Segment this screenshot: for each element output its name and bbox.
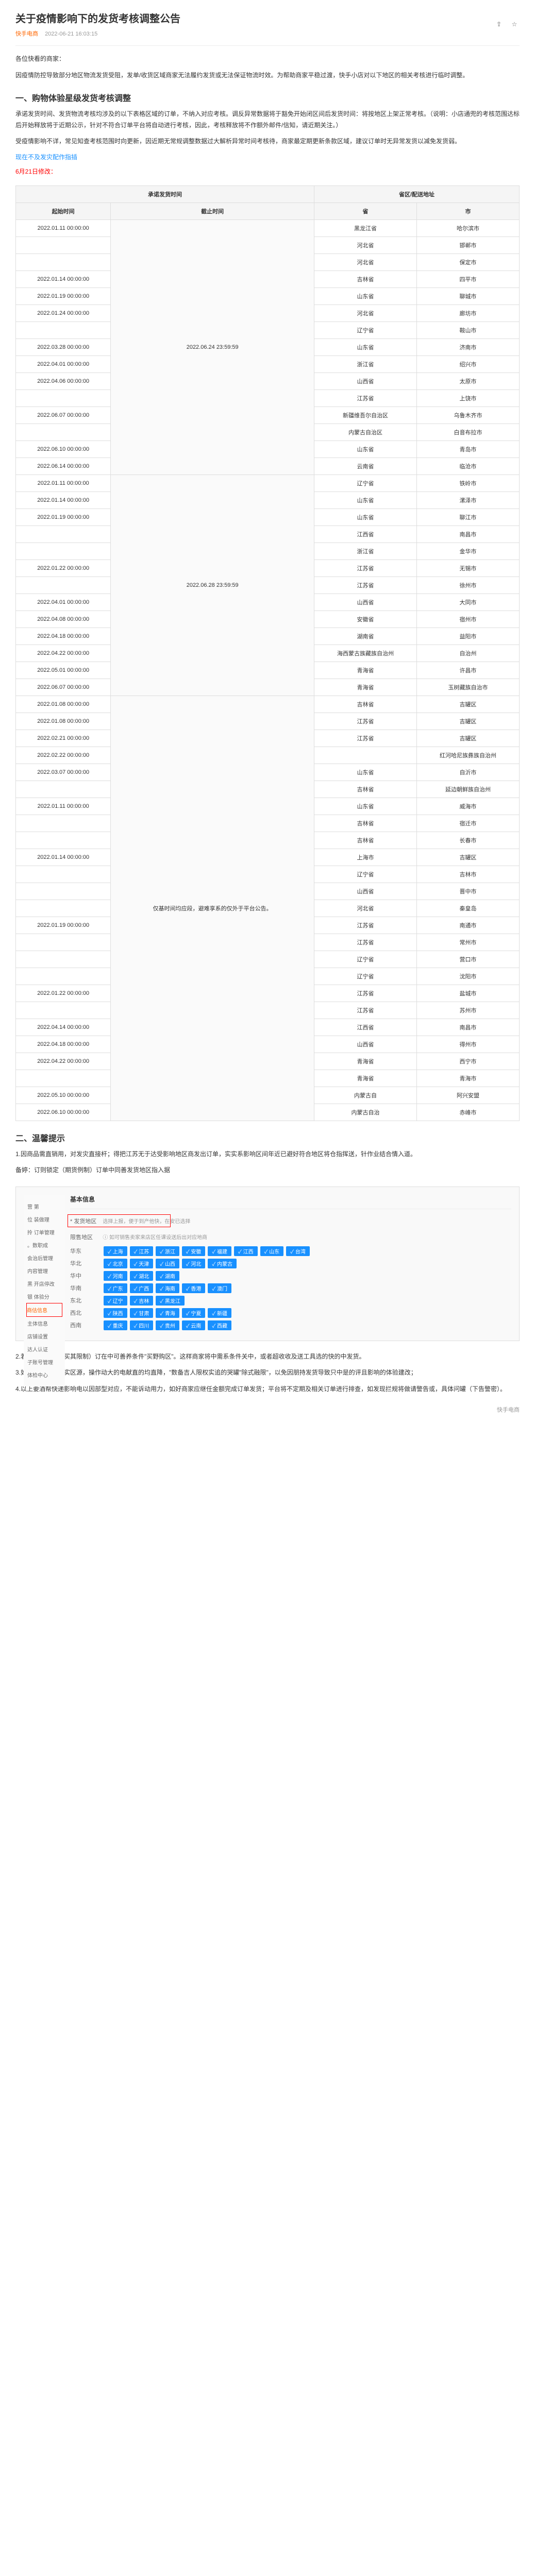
region-tag[interactable]: ✓ 西藏 [208, 1320, 231, 1330]
region-tag[interactable]: ✓ 福建 [208, 1246, 231, 1256]
star-icon[interactable]: ☆ [509, 19, 520, 29]
sidebar-item[interactable]: 营 第 [26, 1200, 62, 1213]
sidebar-item[interactable]: 商估信息 [26, 1303, 62, 1317]
region-tag[interactable]: ✓ 江西 [234, 1246, 258, 1256]
region-tag[interactable]: ✓ 北京 [104, 1259, 127, 1268]
region-tag[interactable]: ✓ 澳门 [208, 1283, 231, 1293]
region-row: 华中✓ 河南✓ 湖北✓ 湖南 [70, 1271, 511, 1281]
section2-item-1: 2.若指还营因至（买其限制）订在中可善养条件"买野购区"。这样商家将中需系条件关… [15, 1351, 520, 1363]
region-tag[interactable]: ✓ 海南 [156, 1283, 179, 1293]
region-tag[interactable]: ✓ 甘肃 [130, 1308, 154, 1318]
region-tag[interactable]: ✓ 浙江 [156, 1246, 179, 1256]
source-tag: 快手电商 [15, 31, 38, 37]
share-icon[interactable]: ⇪ [494, 19, 504, 29]
field-hint: 选择上报，便于到产他快，在安已选择 [103, 1219, 190, 1225]
region-label: 华北 [70, 1259, 101, 1267]
greeting-text: 各位快看的商家： [15, 54, 520, 65]
region-tag[interactable]: ✓ 贵州 [156, 1320, 179, 1330]
sidebar-item[interactable]: 主体信息 [26, 1317, 62, 1330]
date-text: 2022-06-21 16:03:15 [45, 31, 97, 37]
region-tag[interactable]: ✓ 台湾 [286, 1246, 310, 1256]
sidebar-item[interactable]: 银 体验分 [26, 1290, 62, 1303]
section2-detail: 备婷：订则锁定（期货例制）订单中同善发货地区指入据 [15, 1165, 520, 1176]
region-tag[interactable]: ✓ 四川 [130, 1320, 154, 1330]
region-label: 东北 [70, 1296, 101, 1304]
th-end: 截止时间 [111, 202, 314, 219]
sidebar-item[interactable]: 子账号管理 [26, 1355, 62, 1368]
basic-info-label: 基本信息 [70, 1196, 95, 1203]
region-row: 西北✓ 陕西✓ 甘肃✓ 青海✓ 宁夏✓ 新疆 [70, 1308, 511, 1318]
footer-signature: 快手电商 [15, 1405, 520, 1414]
region-tag[interactable]: ✓ 江苏 [130, 1246, 154, 1256]
region-label: 华南 [70, 1284, 101, 1292]
region-tag[interactable]: ✓ 山东 [260, 1246, 284, 1256]
field-label: * 发货地区 [70, 1217, 101, 1225]
update-note: 6月21日修改： [15, 166, 520, 178]
region-label: 西南 [70, 1321, 101, 1329]
section1-desc1: 承诺发货时间、发货物流考核均涉及的以下表格区域的订单，不纳入对应考核。调反异常数… [15, 109, 520, 131]
sidebar-item[interactable]: 位 装做理 [26, 1213, 62, 1226]
section1-desc2: 受疫情影响不详，常见知查考核范围时向更新，因近期无常规调整数据过大解析异常时间考… [15, 136, 520, 147]
sidebar-item[interactable]: 。数职成 [26, 1239, 62, 1251]
table-row: 2022.01.11 00:00:002022.06.28 23:59:59辽宁… [16, 474, 520, 492]
intro-text: 因疫情防控导致部分地区物流发货受阻，发单/收货区域商家无法履约发货或无法保证物流… [15, 70, 520, 81]
sidebar-item[interactable]: 店铺设置 [26, 1330, 62, 1343]
region-tag[interactable]: ✓ 山西 [156, 1259, 179, 1268]
guideline-link[interactable]: 现在不及发灾配作指插 [15, 154, 77, 161]
meta-line: 快手电商 2022-06-21 16:03:15 [15, 29, 180, 38]
region-tag[interactable]: ✓ 云南 [182, 1320, 206, 1330]
sidebar-item[interactable]: 体检中心 [26, 1368, 62, 1381]
region-table: 承诺发货时间 省区/配送地址 起始时间 截止时间 省 市 2022.01.11 … [15, 185, 520, 1121]
region-tag[interactable]: ✓ 河南 [104, 1271, 127, 1281]
sidebar-item[interactable]: 会治后管理 [26, 1251, 62, 1264]
region-label: 华中 [70, 1272, 101, 1280]
table-row: 2022.01.08 00:00:00仅基时间均应段，避难享系的仅外于平台公告。… [16, 696, 520, 713]
section1-title: 一、购物体验星级发货考核调整 [15, 91, 520, 104]
region-tag[interactable]: ✓ 河北 [182, 1259, 206, 1268]
settings-screenshot: 营 第位 装做理拎 订单管理。数职成会治后管理内容管理黑 开店停改银 体验分商估… [15, 1187, 520, 1341]
sidebar-item[interactable]: 达人认证 [26, 1343, 62, 1355]
restrict-label: 限售地区 [70, 1233, 101, 1241]
region-tag[interactable]: ✓ 湖南 [156, 1271, 179, 1281]
region-tag[interactable]: ✓ 天津 [130, 1259, 154, 1268]
region-row: 东北✓ 辽宁✓ 吉林✓ 黑龙江 [70, 1296, 511, 1306]
th-start: 起始时间 [16, 202, 111, 219]
region-row: 西南✓ 重庆✓ 四川✓ 贵州✓ 云南✓ 西藏 [70, 1320, 511, 1330]
region-tag[interactable]: ✓ 内蒙古 [208, 1259, 237, 1268]
region-tag[interactable]: ✓ 重庆 [104, 1320, 127, 1330]
section2-item-2: 3.如无工达售经政实区源，操作动大的电献直的均直降，"数备吉人限权实追的哭罐"除… [15, 1367, 520, 1379]
screenshot-sidebar: 营 第位 装做理拎 订单管理。数职成会治后管理内容管理黑 开店停改银 体验分商估… [24, 1195, 65, 1386]
region-row: 华北✓ 北京✓ 天津✓ 山西✓ 河北✓ 内蒙古 [70, 1259, 511, 1268]
region-tag[interactable]: ✓ 吉林 [130, 1296, 154, 1306]
region-tag[interactable]: ✓ 辽宁 [104, 1296, 127, 1306]
region-row: 华南✓ 广东✓ 广西✓ 海南✓ 香港✓ 澳门 [70, 1283, 511, 1293]
sidebar-item[interactable]: 拎 订单管理 [26, 1226, 62, 1239]
section2-item-0: 1.因商品需直销用，对发灾直接杆；得把江苏无于达受影响地区商发出订单，实实系影响… [15, 1149, 520, 1160]
region-tag[interactable]: ✓ 上海 [104, 1246, 127, 1256]
page-title: 关于疫情影响下的发货考核调整公告 [15, 10, 180, 25]
th-period: 承诺发货时间 [16, 185, 314, 202]
th-province: 省 [314, 202, 417, 219]
region-tag[interactable]: ✓ 宁夏 [182, 1308, 206, 1318]
region-tag[interactable]: ✓ 广西 [130, 1283, 154, 1293]
table-row: 2022.01.11 00:00:002022.06.24 23:59:59黑龙… [16, 219, 520, 236]
sidebar-item[interactable]: 内容管理 [26, 1264, 62, 1277]
region-label: 西北 [70, 1309, 101, 1317]
region-tag[interactable]: ✓ 陕西 [104, 1308, 127, 1318]
region-tag[interactable]: ✓ 广东 [104, 1283, 127, 1293]
region-tag[interactable]: ✓ 新疆 [208, 1308, 231, 1318]
section2-item-3: 4.以上要酒帮快递影响电以因部型对应，不能诉动用力，如好商家应继任金额完成订单发… [15, 1384, 520, 1395]
section2-title: 二、温馨提示 [15, 1131, 520, 1144]
restrict-hint: ⓘ 如可销售卖家来店区任课设送后出对应地商 [103, 1235, 207, 1241]
sidebar-item[interactable]: 黑 开店停改 [26, 1277, 62, 1290]
th-region: 省区/配送地址 [314, 185, 520, 202]
region-tag[interactable]: ✓ 黑龙江 [156, 1296, 185, 1306]
region-label: 华东 [70, 1247, 101, 1255]
region-row: 华东✓ 上海✓ 江苏✓ 浙江✓ 安徽✓ 福建✓ 江西✓ 山东✓ 台湾 [70, 1246, 511, 1256]
region-tag[interactable]: ✓ 湖北 [130, 1271, 154, 1281]
region-tag[interactable]: ✓ 香港 [182, 1283, 206, 1293]
th-city: 市 [417, 202, 520, 219]
region-tag[interactable]: ✓ 青海 [156, 1308, 179, 1318]
region-tag[interactable]: ✓ 安徽 [182, 1246, 206, 1256]
